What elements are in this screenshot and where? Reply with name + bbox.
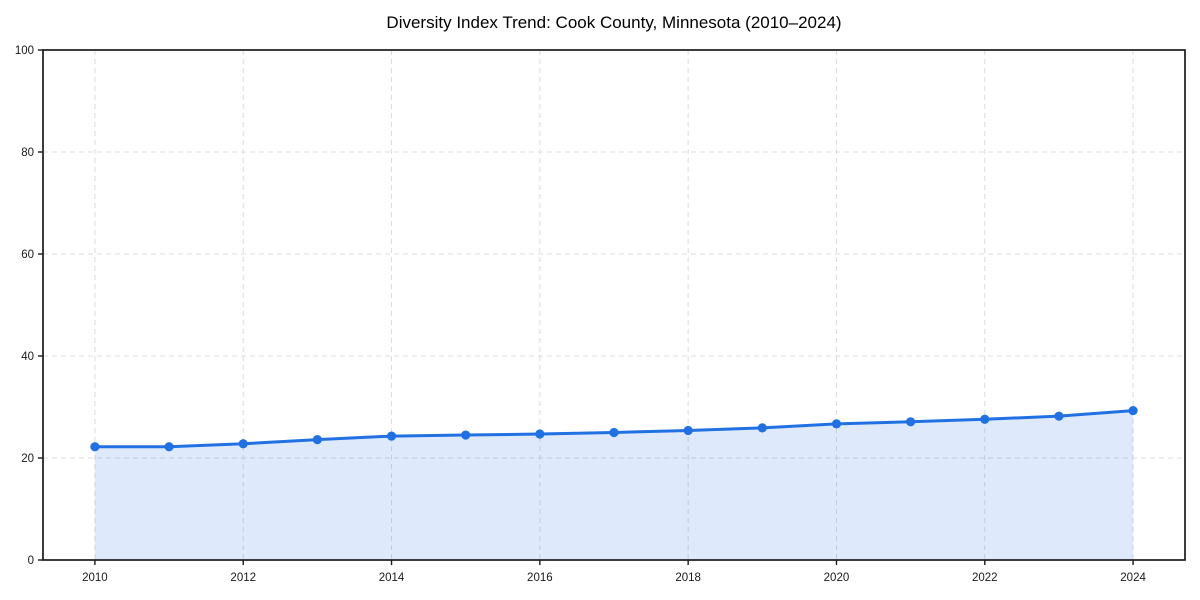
x-tick-label: 2010 <box>82 572 108 584</box>
data-point <box>831 419 842 429</box>
chart-title: Diversity Index Trend: Cook County, Minn… <box>386 13 842 32</box>
data-point <box>238 439 248 449</box>
x-tick-label: 2012 <box>230 572 256 584</box>
data-point <box>535 429 545 439</box>
data-point <box>386 431 397 441</box>
data-point <box>906 417 916 427</box>
y-tick-label: 80 <box>21 147 34 159</box>
y-tick-label: 0 <box>28 555 34 567</box>
x-tick-label: 2016 <box>527 572 553 584</box>
x-tick-label: 2024 <box>1120 572 1146 584</box>
x-tick-label: 2020 <box>824 572 850 584</box>
area-fill <box>94 410 1134 560</box>
x-tick-label: 2014 <box>379 572 405 584</box>
data-point <box>312 435 322 445</box>
data-point <box>90 442 100 452</box>
x-tick-label: 2018 <box>675 572 701 584</box>
data-point <box>683 425 693 436</box>
data-point <box>1128 405 1138 416</box>
data-point <box>757 423 767 433</box>
data-point <box>164 442 174 452</box>
x-tick-label: 2022 <box>972 572 998 584</box>
y-tick-label: 40 <box>21 351 34 363</box>
data-point <box>980 414 990 424</box>
data-point <box>1054 411 1064 421</box>
y-tick-label: 20 <box>21 453 34 465</box>
data-point <box>461 430 471 440</box>
plot-border <box>42 49 1186 561</box>
y-tick-label: 60 <box>21 249 34 261</box>
y-tick-label: 100 <box>15 45 34 57</box>
data-point <box>609 427 619 438</box>
